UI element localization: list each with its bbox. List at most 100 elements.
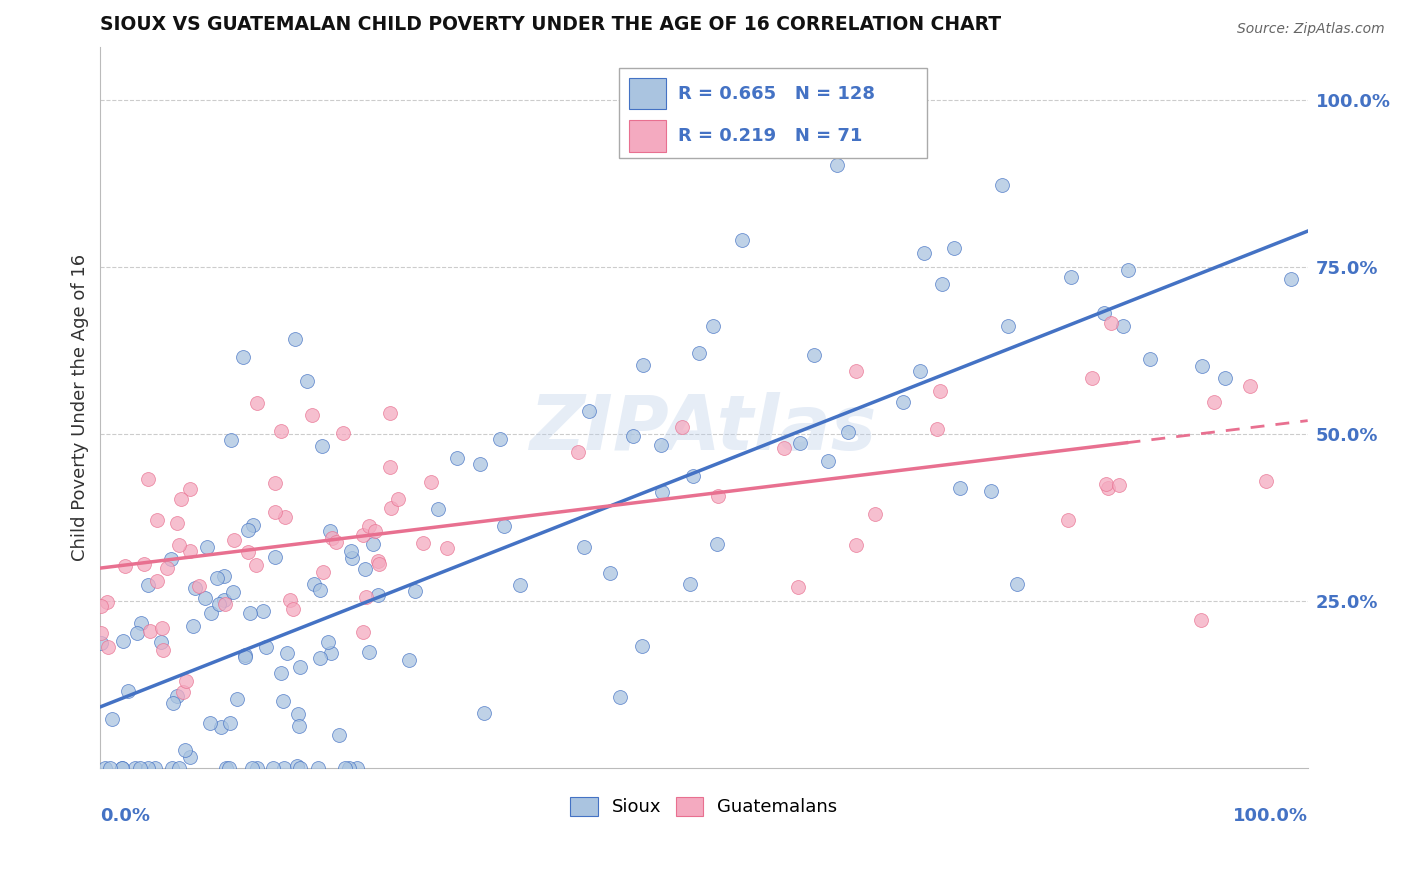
Point: [578, 404, 600, 418]
Text: Source: ZipAtlas.com: Source: ZipAtlas.com: [1237, 22, 1385, 37]
FancyBboxPatch shape: [620, 69, 928, 159]
Point: [1005, 577, 1028, 591]
Point: [111, 761, 134, 775]
Point: [446, 451, 468, 466]
Point: [194, 591, 217, 606]
Point: [174, 742, 197, 756]
Point: [264, 505, 287, 519]
Point: [943, 241, 966, 255]
Point: [184, 581, 207, 595]
Point: [139, 624, 162, 638]
Point: [96, 595, 118, 609]
Point: [599, 566, 621, 580]
FancyBboxPatch shape: [628, 78, 665, 110]
Point: [1095, 476, 1118, 491]
Point: [321, 532, 343, 546]
Point: [138, 761, 160, 775]
Point: [837, 425, 859, 439]
Point: [367, 554, 389, 568]
Point: [359, 519, 381, 533]
Point: [308, 582, 330, 597]
Point: [94, 761, 117, 775]
Point: [925, 422, 948, 436]
Point: [166, 516, 188, 531]
Point: [706, 537, 728, 551]
Point: [773, 441, 796, 455]
Point: [1111, 319, 1133, 334]
Point: [212, 569, 235, 583]
Point: [912, 245, 935, 260]
Point: [169, 492, 191, 507]
Point: [318, 635, 340, 649]
Point: [367, 589, 389, 603]
Point: [319, 646, 342, 660]
Point: [212, 592, 235, 607]
Point: [489, 432, 512, 446]
Point: [572, 540, 595, 554]
Point: [845, 364, 868, 378]
Point: [150, 622, 173, 636]
Point: [240, 761, 263, 775]
FancyBboxPatch shape: [628, 120, 665, 152]
Point: [682, 469, 704, 483]
Y-axis label: Child Poverty Under the Age of 16: Child Poverty Under the Age of 16: [72, 253, 89, 561]
Point: [235, 648, 257, 663]
Point: [387, 492, 409, 507]
Point: [380, 501, 402, 516]
Point: [339, 761, 361, 775]
Point: [378, 406, 401, 420]
Point: [98, 761, 121, 775]
Point: [364, 524, 387, 538]
Point: [688, 346, 710, 360]
Point: [352, 625, 374, 640]
Point: [179, 482, 201, 496]
Point: [353, 562, 375, 576]
Point: [1092, 306, 1115, 320]
Point: [1097, 481, 1119, 495]
Point: [238, 606, 260, 620]
Point: [307, 761, 329, 775]
Point: [509, 577, 531, 591]
Point: [218, 761, 240, 775]
Point: [609, 690, 631, 705]
Point: [263, 549, 285, 564]
Point: [361, 537, 384, 551]
Point: [262, 761, 284, 775]
Point: [97, 640, 120, 655]
Point: [631, 640, 654, 654]
Point: [90, 626, 112, 640]
Point: [706, 489, 728, 503]
Point: [263, 476, 285, 491]
Point: [1056, 513, 1078, 527]
Point: [188, 579, 211, 593]
Point: [111, 634, 134, 648]
Text: ZIPAtlas: ZIPAtlas: [530, 392, 877, 466]
Point: [863, 507, 886, 521]
Point: [339, 544, 361, 558]
Point: [278, 592, 301, 607]
Point: [276, 646, 298, 660]
Point: [290, 660, 312, 674]
Point: [1099, 316, 1122, 330]
Point: [238, 523, 260, 537]
Point: [908, 364, 931, 378]
Point: [160, 761, 183, 775]
Point: [1189, 613, 1212, 627]
Point: [114, 559, 136, 574]
Point: [159, 552, 181, 566]
Point: [472, 706, 495, 721]
Point: [398, 653, 420, 667]
Point: [90, 636, 112, 650]
Point: [284, 332, 307, 346]
Point: [179, 750, 201, 764]
Point: [246, 395, 269, 409]
Point: [803, 348, 825, 362]
Point: [287, 718, 309, 732]
Point: [731, 233, 754, 247]
Point: [129, 761, 152, 775]
Point: [492, 518, 515, 533]
Point: [181, 619, 204, 633]
Point: [404, 584, 426, 599]
Point: [412, 535, 434, 549]
Point: [651, 485, 673, 500]
